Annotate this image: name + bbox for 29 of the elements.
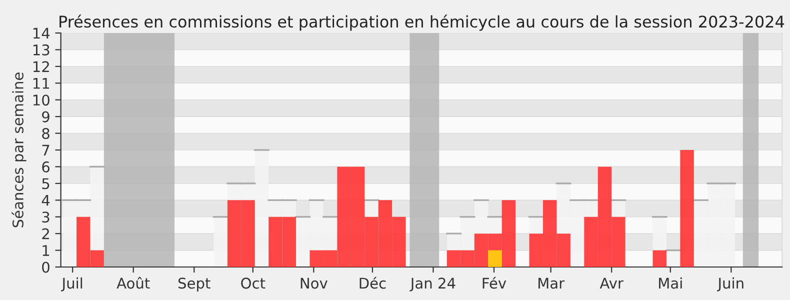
y-tick-label: 5 <box>42 178 50 190</box>
y-tick-label: 12 <box>33 61 49 72</box>
x-tick-label: Oct <box>241 278 266 289</box>
y-tick-label: 6 <box>42 161 50 172</box>
y-tick-label: 1 <box>42 245 50 256</box>
x-tick-label: Fév <box>482 276 506 289</box>
y-tick-label: 13 <box>33 44 50 56</box>
x-tick-label: Juil <box>61 277 82 292</box>
x-tick-label: Avr <box>600 278 624 288</box>
y-tick-label: 4 <box>42 195 50 206</box>
x-tick-label: Mar <box>538 278 565 289</box>
y-tick-label: 2 <box>42 228 49 240</box>
y-tick-label: 3 <box>42 212 50 223</box>
x-tick-label: Août <box>116 276 150 289</box>
y-tick-label: 7 <box>42 144 50 156</box>
y-tick-label: 14 <box>33 28 50 39</box>
y-tick-label: 0 <box>42 262 50 273</box>
x-tick-label: Mai <box>659 277 682 289</box>
y-tick-label: 8 <box>42 128 50 140</box>
x-tick-label: Sept <box>178 278 210 292</box>
y-axis-title: Séances par semaine <box>12 72 26 228</box>
y-tick-label: 11 <box>33 78 50 89</box>
x-tick-label: Jan 24 <box>410 278 456 292</box>
y-tick-label: 10 <box>33 94 50 106</box>
y-tick-label: 9 <box>42 111 50 122</box>
x-tick-label: Juin <box>716 277 744 292</box>
x-tick-label: Déc <box>360 276 386 289</box>
x-tick-label: Nov <box>300 278 328 289</box>
chart-title: Présences en commissions et participation en hémicycle au cours de la session 2023-2024 <box>60 14 784 31</box>
